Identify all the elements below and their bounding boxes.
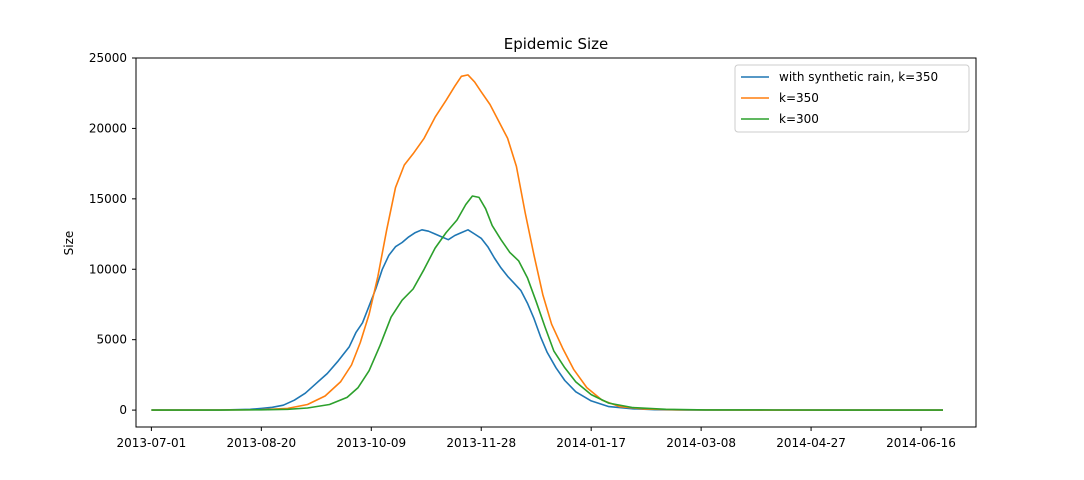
series-line-3	[151, 195, 943, 411]
x-tick-label: 2013-10-09	[336, 436, 406, 450]
plot-lines	[151, 74, 943, 411]
x-tick-label: 2013-11-28	[446, 436, 516, 450]
y-tick-label: 0	[119, 403, 127, 417]
y-tick-label: 10000	[89, 262, 127, 276]
plot-frame	[135, 57, 977, 428]
legend-label-1: with synthetic rain, k=350	[779, 70, 938, 84]
legend-label-3: k=300	[779, 112, 819, 126]
y-tick-label: 15000	[89, 192, 127, 206]
x-tick-label: 2014-01-17	[556, 436, 626, 450]
x-tick-label: 2013-07-01	[117, 436, 187, 450]
series-line-1	[151, 229, 943, 411]
x-tick-label: 2013-08-20	[226, 436, 296, 450]
x-tick-label: 2014-06-16	[886, 436, 956, 450]
y-tick-label: 20000	[89, 121, 127, 135]
x-tick-label: 2014-04-27	[776, 436, 846, 450]
legend-label-2: k=350	[779, 91, 819, 105]
x-axis: 2013-07-01 2013-08-20 2013-10-09 2013-11-28…	[117, 427, 956, 450]
y-axis-label: Size	[62, 231, 76, 256]
chart-title: Epidemic Size	[504, 35, 609, 53]
y-tick-label: 25000	[89, 51, 127, 65]
legend-box	[734, 64, 970, 133]
x-tick-label: 2014-03-08	[666, 436, 736, 450]
y-axis: 0 5000 10000 15000 20000 25000	[89, 51, 136, 417]
legend: with synthetic rain, k=350 k=350 k=300	[734, 64, 970, 133]
y-tick-label: 5000	[96, 333, 127, 347]
